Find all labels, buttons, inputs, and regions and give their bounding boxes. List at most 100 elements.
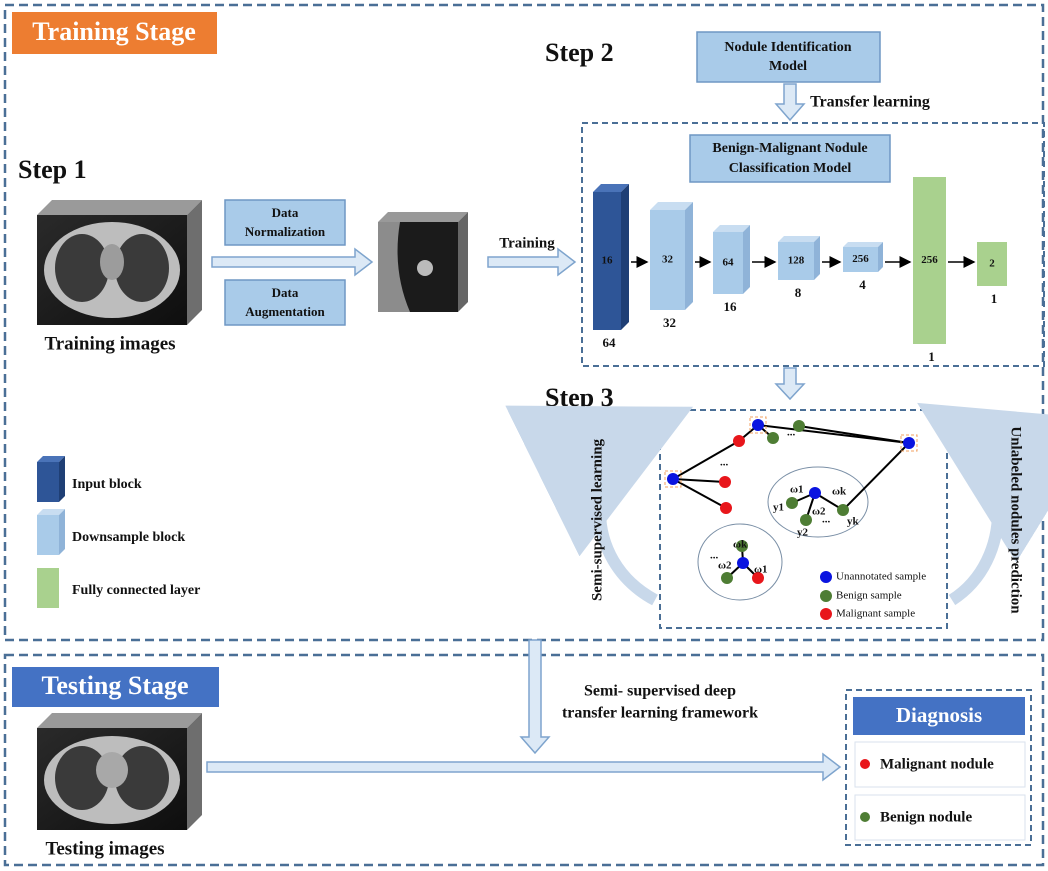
box-label: Data bbox=[272, 205, 299, 220]
legend-dot bbox=[820, 608, 832, 620]
model-frame bbox=[581, 122, 1045, 367]
block-front bbox=[713, 232, 743, 294]
diagnosis-frame bbox=[845, 689, 1032, 846]
block-side bbox=[621, 184, 629, 330]
arrow-label: Semi- supervised deep bbox=[584, 683, 736, 700]
block-size: 64 bbox=[603, 335, 617, 350]
legend-label: Downsample block bbox=[72, 530, 185, 545]
block-side bbox=[59, 456, 65, 502]
legend: Input block Downsample block Fully connect… bbox=[37, 456, 200, 608]
process-box bbox=[224, 279, 346, 326]
training-stage-title: Training Stage bbox=[32, 17, 195, 46]
cycle-arrow bbox=[505, 405, 694, 606]
legend-label: Malignant sample bbox=[836, 608, 915, 620]
legend-dot bbox=[820, 590, 832, 602]
cycle-arrow bbox=[917, 402, 1048, 606]
block-front bbox=[778, 242, 814, 280]
block-front bbox=[650, 210, 685, 310]
block-top bbox=[37, 456, 65, 462]
step-label: Step 2 bbox=[545, 38, 614, 67]
box-label: Data bbox=[272, 285, 299, 300]
arrow bbox=[211, 247, 374, 277]
block-size: 8 bbox=[795, 285, 802, 300]
block-front bbox=[37, 462, 59, 502]
block-channels: 256 bbox=[921, 254, 938, 266]
block-side bbox=[59, 509, 65, 555]
legend-label: Unannotated sample bbox=[836, 571, 926, 583]
block-channels: 16 bbox=[602, 255, 614, 267]
block-top bbox=[778, 236, 820, 242]
testing-frame bbox=[3, 653, 1045, 867]
arrow bbox=[774, 367, 806, 401]
graph-label: ... bbox=[787, 427, 796, 439]
graph-label: y1 bbox=[773, 502, 784, 514]
box-label: Benign-Malignant Nodule bbox=[712, 141, 867, 156]
block-size: 1 bbox=[928, 349, 935, 364]
legend-label: Input block bbox=[72, 477, 142, 492]
arrow bbox=[519, 639, 551, 755]
block-size: 1 bbox=[991, 291, 998, 306]
graph-label: ω2 bbox=[718, 560, 732, 572]
box-label: Normalization bbox=[245, 224, 326, 239]
box-label: Augmentation bbox=[245, 304, 325, 319]
block-size: 32 bbox=[663, 315, 676, 330]
legend-label: Benign sample bbox=[836, 590, 902, 602]
graph-label: ωk bbox=[733, 539, 748, 551]
block-channels: 32 bbox=[662, 254, 674, 266]
diagnosis-banner bbox=[853, 697, 1025, 735]
block-top bbox=[593, 184, 629, 192]
block-front bbox=[37, 515, 59, 555]
block-front bbox=[913, 177, 946, 344]
source-model-box bbox=[696, 31, 881, 83]
graph-label: ω2 bbox=[812, 506, 826, 518]
result-box bbox=[854, 741, 1026, 788]
ct-image bbox=[37, 200, 202, 325]
block-front bbox=[977, 242, 1007, 286]
testing-stage-banner bbox=[12, 667, 219, 707]
block-channels: 256 bbox=[852, 253, 869, 265]
box-label: Classification Model bbox=[729, 161, 852, 176]
block-side bbox=[685, 202, 693, 310]
box-label: Model bbox=[769, 59, 807, 74]
block-top bbox=[37, 509, 65, 515]
block-top bbox=[650, 202, 693, 210]
arrow-label: Transfer learning bbox=[810, 94, 930, 111]
testing-stage-title: Testing Stage bbox=[41, 671, 188, 700]
graph-label: ... bbox=[720, 457, 729, 469]
graph-label: ωk bbox=[832, 486, 847, 498]
graph-label: ω1 bbox=[790, 484, 804, 496]
result-dot bbox=[860, 812, 870, 822]
arrow bbox=[487, 247, 577, 277]
ct-image bbox=[37, 713, 202, 830]
result-dot bbox=[860, 759, 870, 769]
block-front bbox=[37, 568, 59, 608]
result-label: Malignant nodule bbox=[880, 756, 994, 772]
graph bbox=[664, 416, 918, 601]
block-size: 4 bbox=[859, 277, 866, 292]
training-frame bbox=[3, 3, 1045, 642]
step-label: Step 1 bbox=[18, 155, 87, 184]
block-side bbox=[814, 236, 820, 280]
graph-label: yk bbox=[847, 516, 860, 528]
training-stage-banner bbox=[12, 12, 217, 54]
box-label: Nodule Identification bbox=[724, 40, 851, 55]
step-label: Step 3 bbox=[545, 383, 614, 412]
nodule-patch bbox=[378, 212, 468, 312]
block-front bbox=[593, 192, 621, 330]
block-size: 16 bbox=[724, 299, 738, 314]
graph-label: ... bbox=[710, 550, 719, 562]
network: 16 64 32 32 64 16 128 8 256 4 256 1 2 1 bbox=[593, 177, 1007, 364]
caption: Testing images bbox=[45, 838, 164, 859]
arrow bbox=[206, 752, 842, 782]
block-top bbox=[843, 242, 883, 247]
graph-label: y2 bbox=[797, 527, 809, 539]
arrow bbox=[774, 83, 806, 122]
block-channels: 128 bbox=[788, 255, 805, 267]
block-side bbox=[743, 225, 750, 294]
graph-label: ... bbox=[822, 514, 831, 526]
arrow-label: Training bbox=[499, 235, 555, 251]
block-top bbox=[713, 225, 750, 232]
legend-dot bbox=[820, 571, 832, 583]
result-box bbox=[854, 794, 1026, 841]
